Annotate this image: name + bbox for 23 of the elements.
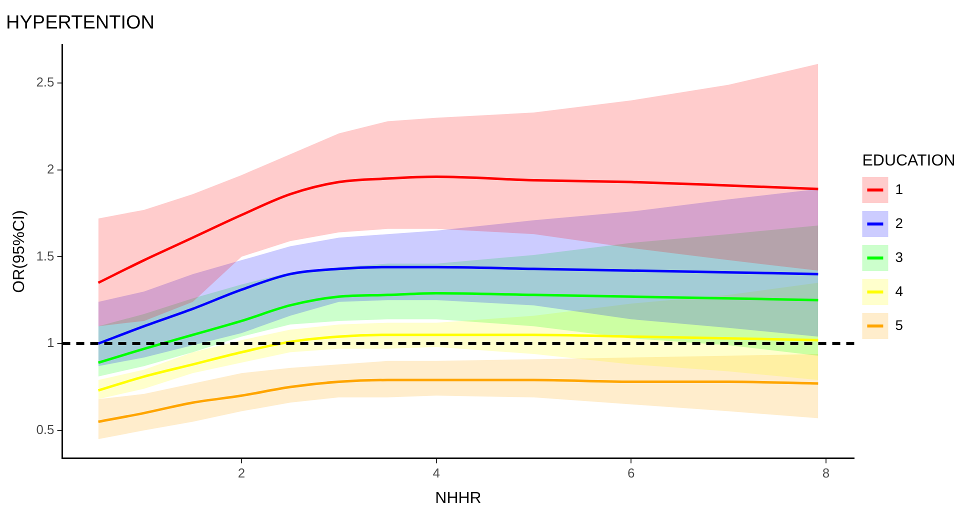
y-tick-label: 1 [47,335,54,350]
x-tick-label: 4 [432,466,440,481]
line-series [97,378,820,423]
legend-label: 4 [895,282,904,299]
legend-label: 1 [895,180,904,197]
y-tick-label: 1.5 [36,248,54,264]
x-tick-label: 8 [822,466,830,481]
chart-title: HYPERTENTION [6,12,155,34]
x-tick-label: 2 [238,466,246,481]
y-tick-label: 0.5 [36,422,54,437]
y-tick-label: 2 [47,161,54,176]
y-axis-title: OR(95%CI) [11,210,28,293]
x-tick-label: 6 [628,466,635,481]
legend-label: 3 [895,248,904,265]
legend-label: 5 [895,316,904,333]
x-axis-title: NHHR [435,490,482,507]
line-series [97,176,820,284]
legend-label: 2 [895,214,904,231]
line-series [97,292,820,364]
y-tick-label: 2.5 [36,74,54,90]
legend-title: EDUCATION [862,152,956,170]
line-series [97,334,820,392]
line-series [97,266,820,345]
